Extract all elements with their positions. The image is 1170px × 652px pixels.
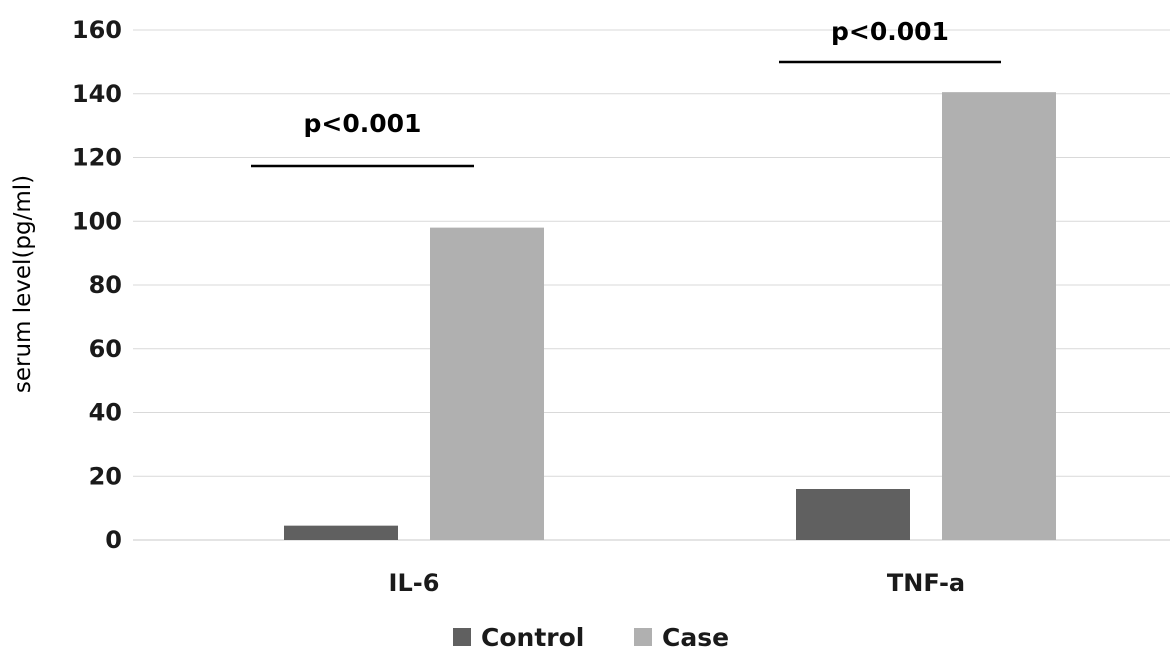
y-axis-title: serum level(pg/ml)	[10, 175, 36, 393]
gridlines	[133, 29, 1170, 541]
legend-label-control: Control	[481, 623, 584, 652]
y-tick-label: 40	[89, 399, 122, 427]
bar-case-tnf-a	[942, 92, 1056, 540]
y-tick-label: 20	[89, 462, 122, 490]
p-value-label: p<0.001	[831, 17, 949, 46]
bar-control-il-6	[284, 525, 398, 540]
y-tick-label: 100	[72, 207, 122, 235]
y-tick-label: 120	[72, 144, 122, 172]
significance-annotations: p<0.001 p<0.001	[251, 17, 1001, 168]
category-label: TNF-a	[887, 569, 965, 597]
p-value-label: p<0.001	[304, 109, 422, 138]
bars	[284, 92, 1056, 540]
bar-control-tnf-a	[796, 489, 910, 540]
category-label: IL-6	[389, 569, 440, 597]
y-tick-label: 140	[72, 80, 122, 108]
y-axis-ticks: 0 20 40 60 80 100 120 140 160	[72, 16, 122, 554]
legend-label-case: Case	[662, 623, 729, 652]
y-tick-label: 80	[89, 271, 122, 299]
y-tick-label: 0	[105, 526, 122, 554]
legend: Control Case	[453, 623, 729, 652]
legend-swatch-case	[634, 628, 652, 646]
legend-swatch-control	[453, 628, 471, 646]
bar-case-il-6	[430, 227, 544, 540]
y-tick-label: 160	[72, 16, 122, 44]
y-tick-label: 60	[89, 335, 122, 363]
category-labels: IL-6 TNF-a	[389, 569, 966, 597]
